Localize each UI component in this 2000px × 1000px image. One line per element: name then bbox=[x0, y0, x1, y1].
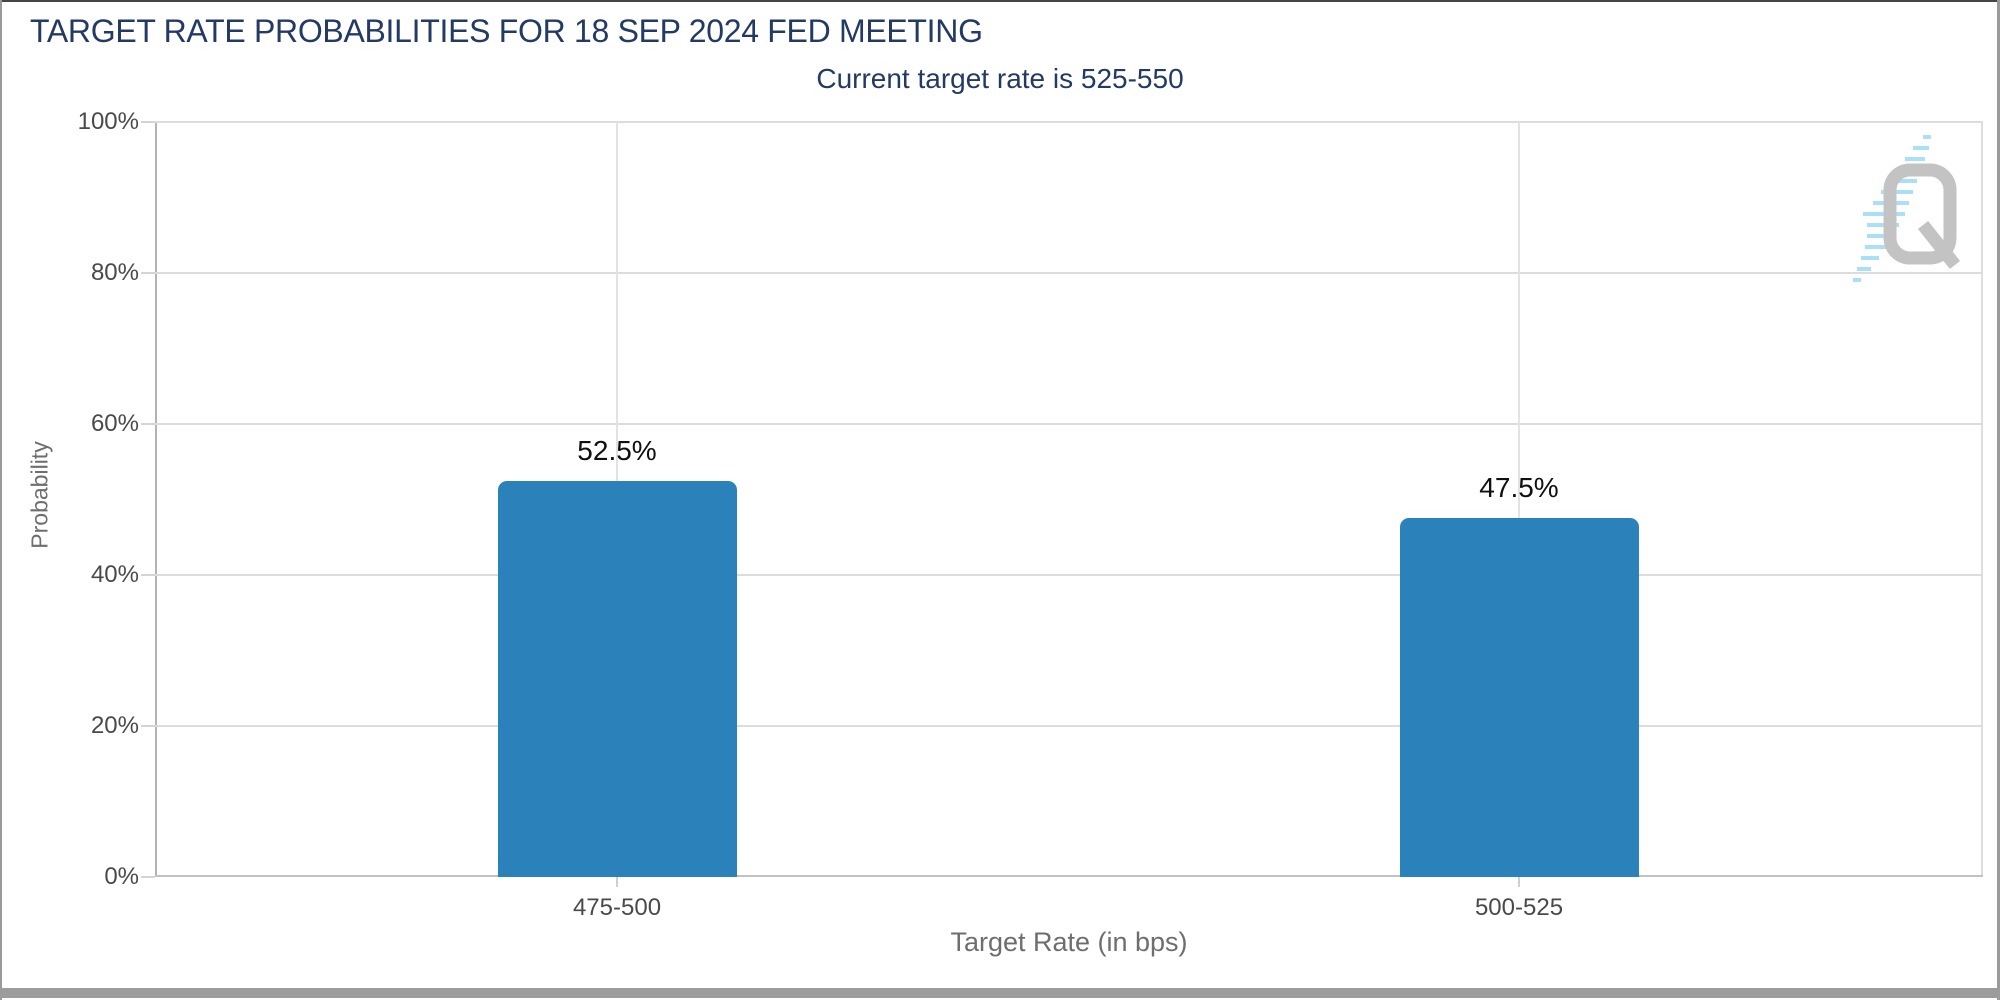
x-tick-label: 475-500 bbox=[572, 894, 662, 921]
probability-bar bbox=[1399, 518, 1639, 877]
bar-value-label: 47.5% bbox=[1479, 472, 1559, 504]
bar-value-label: 52.5% bbox=[577, 434, 657, 466]
plot-area: 0% 20% 40% 60% 80% 100% 52.5% 475-500 47.5% 500-5… bbox=[78, 108, 1983, 921]
y-tick-mark bbox=[141, 876, 155, 878]
y-tick-label: 0% bbox=[104, 863, 139, 890]
window-border-top bbox=[0, 0, 2000, 2]
y-tick-mark bbox=[141, 725, 155, 727]
y-tick-label: 40% bbox=[90, 561, 139, 588]
gridline-right-edge bbox=[1981, 122, 1983, 877]
gridline-h bbox=[155, 272, 1983, 274]
y-tick-label: 20% bbox=[90, 712, 139, 739]
page-title: TARGET RATE PROBABILITIES FOR 18 SEP 202… bbox=[30, 13, 983, 49]
probability-bar bbox=[497, 480, 737, 877]
y-tick-mark bbox=[141, 121, 155, 123]
x-axis-title: Target Rate (in bps) bbox=[950, 927, 1188, 957]
bottom-scrollbar bbox=[0, 988, 2000, 998]
x-tick-label: 500-525 bbox=[1474, 894, 1564, 921]
window-border-right bbox=[1997, 0, 2000, 1000]
gridline-h bbox=[155, 423, 1983, 425]
y-axis-line bbox=[155, 122, 157, 877]
gridline-h bbox=[155, 574, 1983, 576]
gridline-v bbox=[1518, 122, 1520, 877]
q-logo-watermark bbox=[1853, 135, 1961, 282]
y-tick-label: 100% bbox=[77, 108, 139, 135]
gridline-h bbox=[155, 725, 1983, 727]
y-tick-mark bbox=[141, 272, 155, 274]
y-tick-mark bbox=[141, 574, 155, 576]
y-axis-title: Probability bbox=[26, 441, 53, 549]
chart-subtitle: Current target rate is 525-550 bbox=[816, 63, 1184, 94]
x-tick-mark bbox=[1518, 877, 1520, 887]
x-tick-mark bbox=[616, 877, 618, 887]
y-tick-label: 80% bbox=[90, 259, 139, 286]
gridline-h bbox=[155, 121, 1983, 123]
q-letter bbox=[1883, 163, 1961, 270]
window-border-left bbox=[0, 0, 2, 1000]
x-axis-line bbox=[155, 875, 1983, 877]
y-tick-mark bbox=[141, 423, 155, 425]
y-tick-label: 60% bbox=[90, 410, 139, 437]
